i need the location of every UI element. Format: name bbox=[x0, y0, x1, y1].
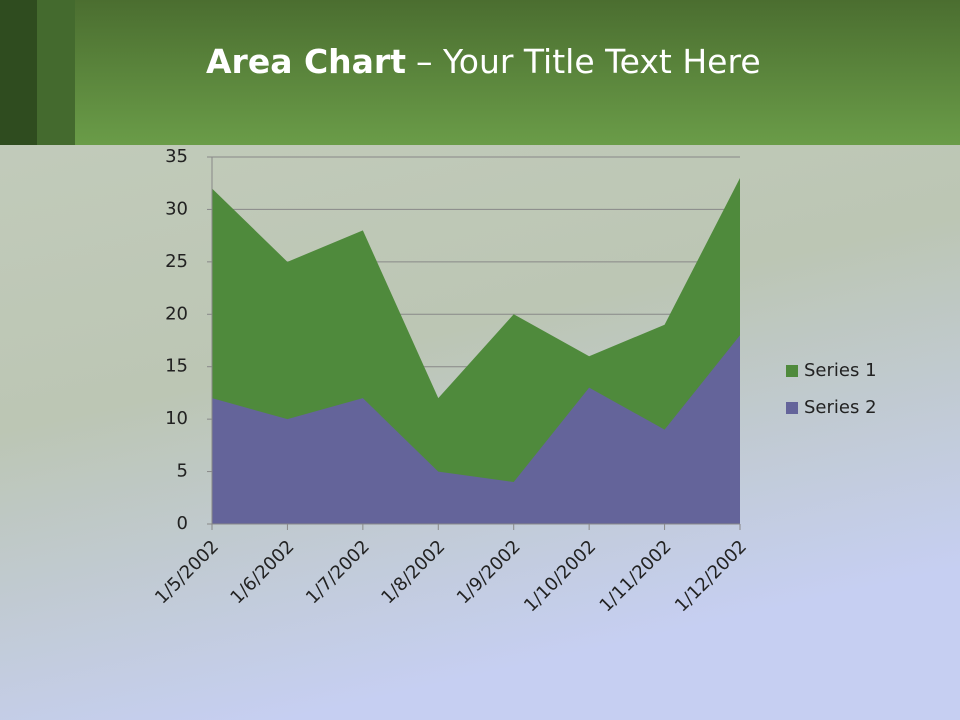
chart-title: Area Chart – Your Title Text Here bbox=[206, 42, 761, 81]
legend-swatch bbox=[786, 402, 798, 414]
legend-label: Series 1 bbox=[804, 360, 877, 381]
y-tick-label: 15 bbox=[165, 356, 188, 377]
legend-swatch bbox=[786, 365, 798, 377]
header-band bbox=[0, 0, 960, 145]
y-tick-label: 5 bbox=[177, 461, 188, 482]
header-stripe bbox=[37, 0, 75, 145]
y-tick-label: 25 bbox=[165, 251, 188, 272]
title-rest: – Your Title Text Here bbox=[416, 42, 761, 81]
y-tick-label: 0 bbox=[177, 513, 188, 534]
header-stripe bbox=[0, 0, 37, 145]
area bbox=[212, 335, 740, 524]
y-tick-label: 35 bbox=[165, 146, 188, 167]
y-tick-label: 30 bbox=[165, 198, 188, 219]
legend-label: Series 2 bbox=[804, 397, 877, 418]
y-tick-label: 20 bbox=[165, 303, 188, 324]
title-bold: Area Chart bbox=[206, 42, 406, 81]
y-tick-label: 10 bbox=[165, 408, 188, 429]
